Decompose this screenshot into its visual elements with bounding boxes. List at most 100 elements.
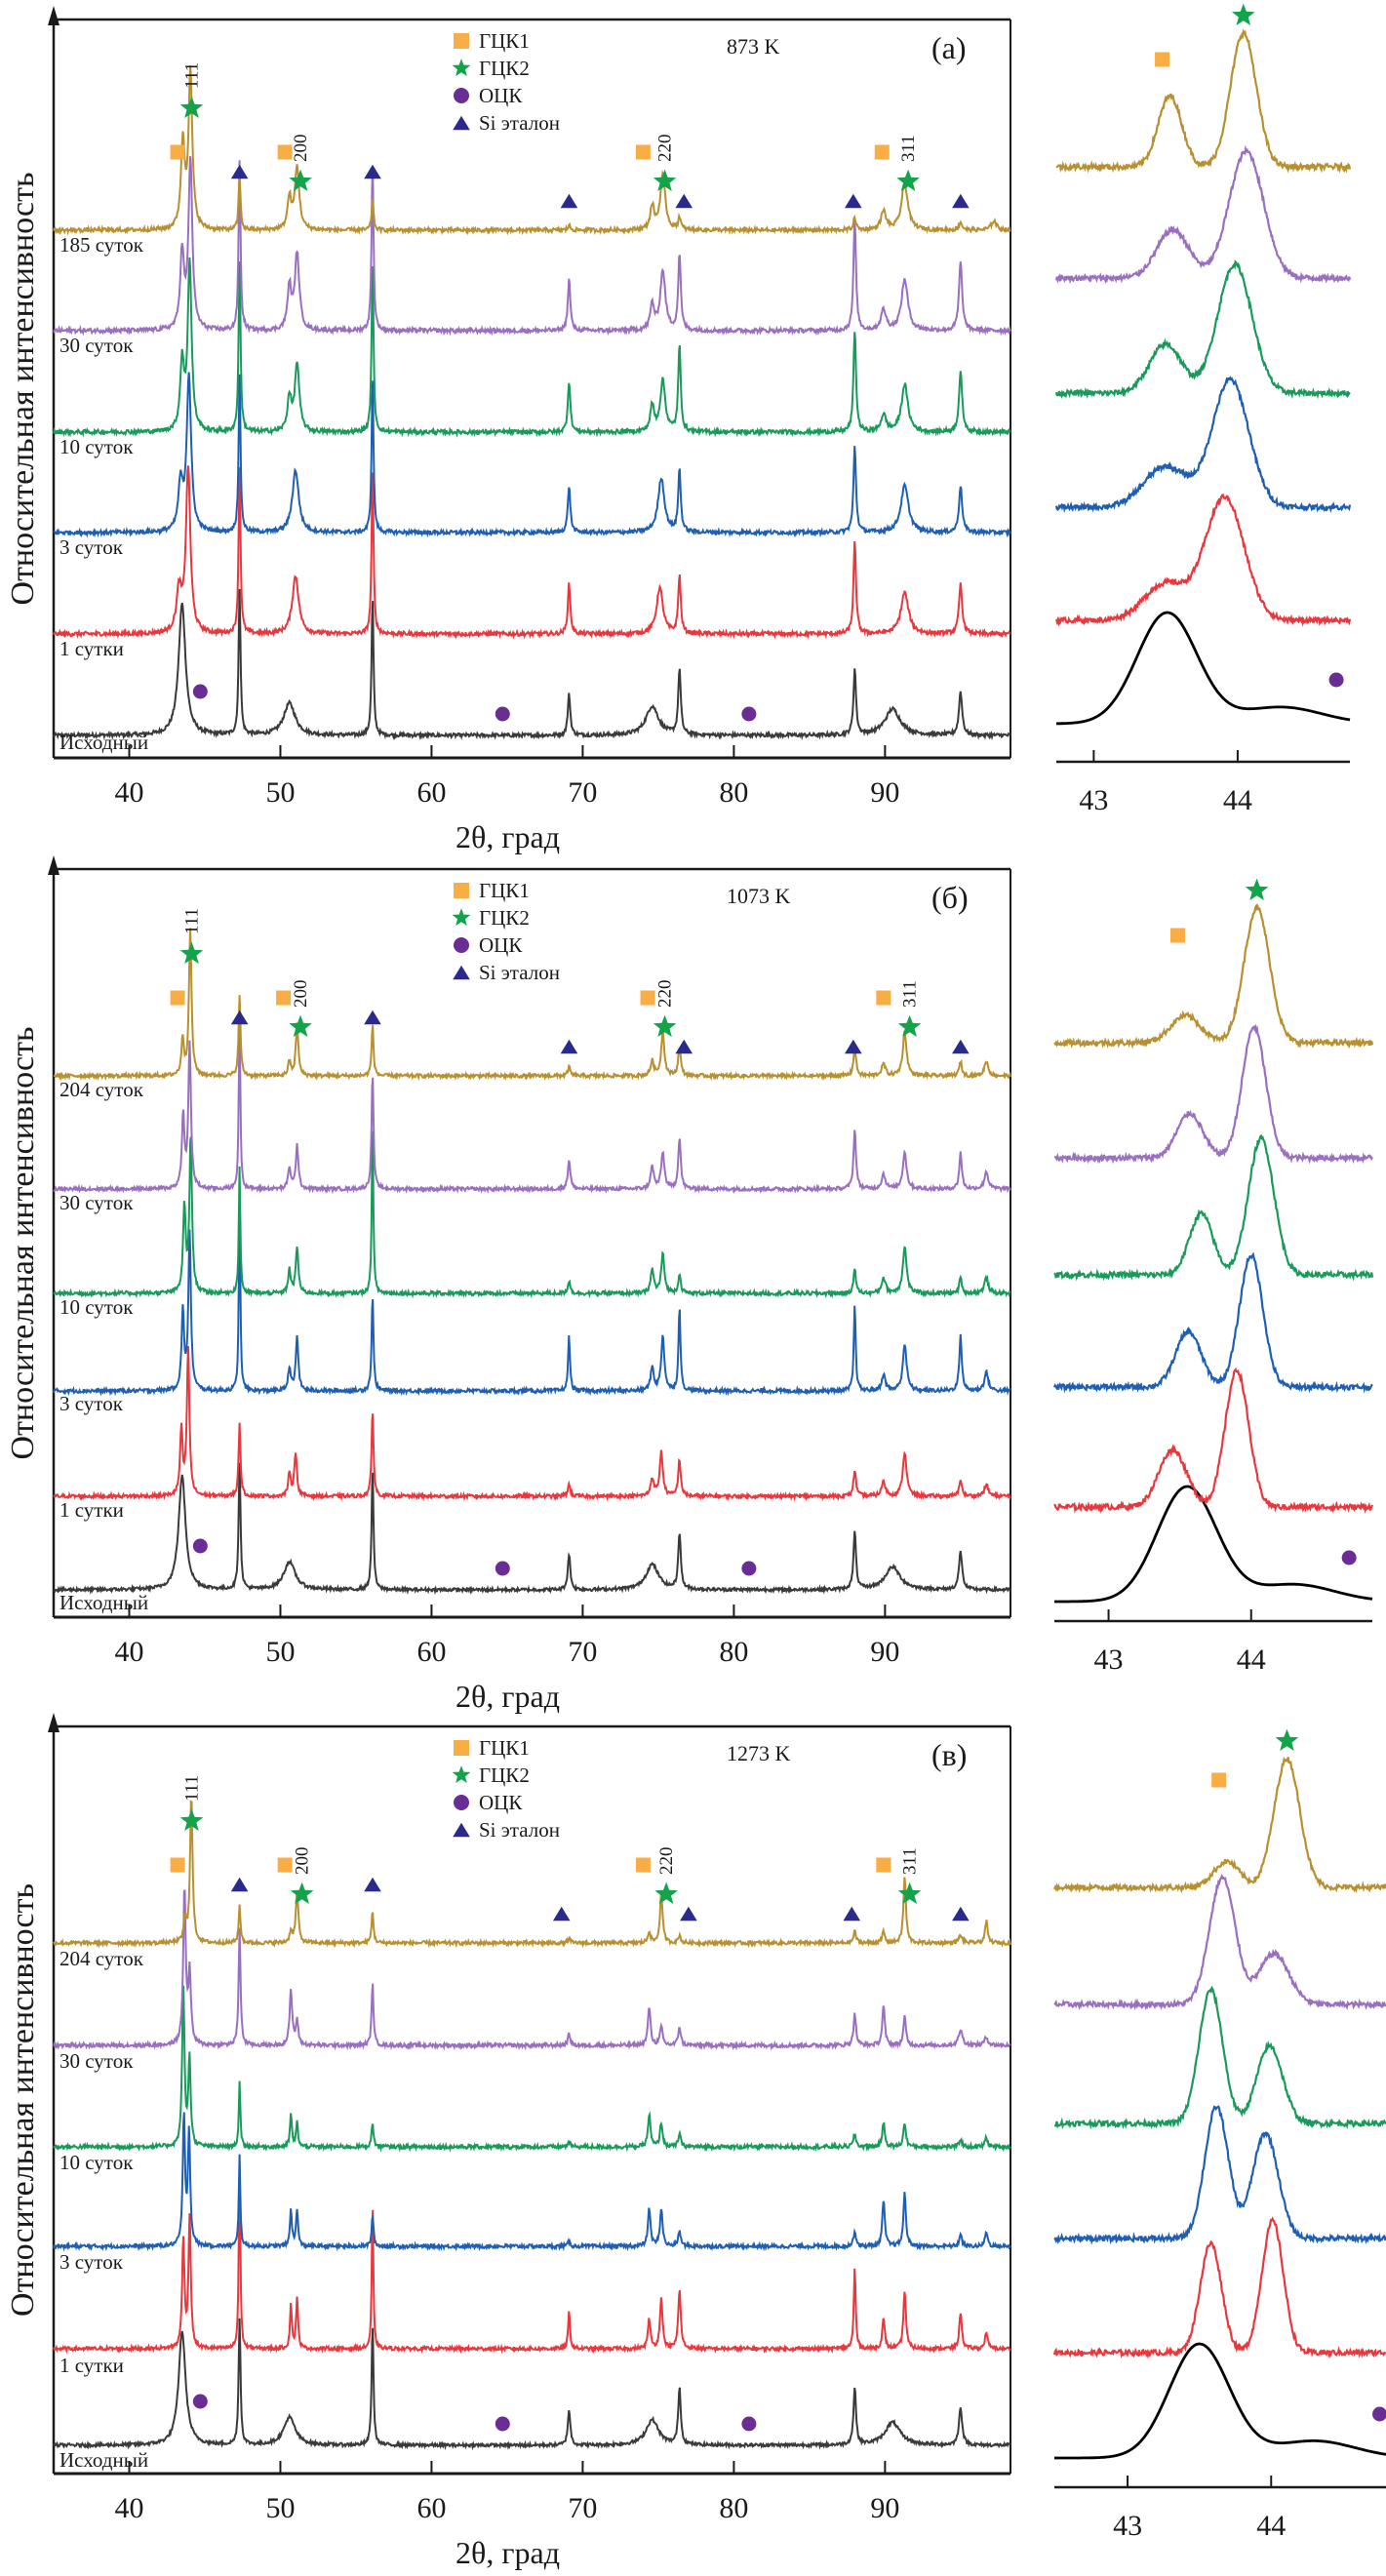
- fcc1-square-marker: [1211, 1772, 1227, 1788]
- inset-tick-label: 43: [1113, 2510, 1142, 2542]
- trace-3: [53, 1985, 1011, 2153]
- x-tick-label: 90: [870, 1636, 899, 1668]
- trace-0: [53, 588, 1010, 741]
- inset-trace-4: [1053, 1873, 1386, 2011]
- trace-label: 30 суток: [59, 334, 134, 357]
- hkl-label: 311: [898, 135, 919, 162]
- fcc1-square-marker: [876, 1857, 891, 1873]
- bcc-circle-marker: [741, 1561, 757, 1576]
- inset-3: 43 44: [1052, 1728, 1386, 2542]
- fcc2-star-marker: [290, 1882, 314, 1904]
- x-tick-label: 90: [870, 2492, 899, 2524]
- inset-tick-label: 43: [1079, 784, 1108, 816]
- trace-label: 1 сутки: [59, 1498, 124, 1522]
- legend-label-si: Si эталон: [479, 111, 560, 135]
- trace-label: Исходный: [59, 2448, 148, 2472]
- panel-letter: (в): [931, 1737, 967, 1772]
- bcc-circle-marker: [1372, 2406, 1386, 2422]
- fcc1-square-marker: [1155, 52, 1170, 67]
- si-triangle-marker: [364, 1877, 381, 1892]
- inset-tick-label: 44: [1223, 784, 1252, 816]
- x-tick-label: 50: [265, 2492, 295, 2524]
- si-triangle-marker: [453, 1822, 470, 1838]
- x-axis-title: 2θ, град: [455, 819, 560, 854]
- y-axis-title: Относительная интенсивность: [5, 173, 41, 606]
- fcc2-star-marker: [1245, 878, 1269, 900]
- bcc-circle-marker: [192, 684, 208, 699]
- si-triangle-marker: [952, 1039, 970, 1054]
- si-triangle-marker: [453, 965, 470, 980]
- bcc-circle-marker: [454, 1795, 469, 1810]
- x-tick-label: 70: [568, 1636, 597, 1668]
- bcc-circle-marker: [1341, 1550, 1357, 1565]
- x-tick-label: 40: [114, 2492, 143, 2524]
- si-triangle-marker: [364, 1010, 381, 1025]
- trace-label: 10 суток: [59, 1295, 134, 1319]
- temperature-label: 1073 K: [727, 884, 791, 908]
- x-tick-label: 40: [114, 1636, 143, 1668]
- x-tick-label: 60: [416, 2492, 446, 2524]
- legend-label-fcc1: ГЦК1: [479, 29, 530, 53]
- fcc2-star-marker: [452, 908, 471, 926]
- fcc2-star-marker: [1275, 1728, 1299, 1751]
- si-triangle-marker: [680, 1906, 697, 1922]
- panel-1: 40 50 60 70 80 90 2θ, град Относительная интенс…: [5, 3, 1352, 854]
- si-triangle-marker: [364, 164, 381, 179]
- x-tick-label: 70: [568, 776, 597, 809]
- inset-trace-3: [1054, 259, 1351, 400]
- x-tick-label: 50: [265, 776, 295, 809]
- fcc2-star-marker: [179, 941, 204, 964]
- hkl-label: 311: [900, 1847, 921, 1875]
- bcc-circle-marker: [741, 706, 757, 722]
- inset-trace-2: [1053, 2105, 1386, 2245]
- fcc1-square-marker: [277, 1857, 293, 1873]
- fcc2-star-marker: [654, 1882, 678, 1904]
- x-tick-label: 70: [568, 2492, 597, 2524]
- fcc2-star-marker: [289, 1014, 312, 1037]
- legend-label-bcc: ОЦК: [479, 933, 523, 957]
- si-triangle-marker: [552, 1906, 571, 1922]
- trace-5: [54, 928, 1011, 1082]
- fcc1-square-marker: [170, 1857, 185, 1873]
- trace-label: 30 суток: [59, 1191, 134, 1214]
- x-tick-label: 80: [719, 1636, 748, 1668]
- hkl-label: 311: [900, 980, 921, 1008]
- hkl-label: 200: [293, 1847, 313, 1876]
- y-axis-arrow-icon: [48, 855, 59, 875]
- trace-label: 1 сутки: [59, 637, 124, 660]
- fcc2-star-marker: [179, 1808, 204, 1831]
- y-axis-arrow-icon: [48, 6, 59, 25]
- legend-label-si: Si эталон: [479, 1818, 560, 1842]
- inset-tick-label: 44: [1237, 1644, 1266, 1676]
- trace-label: Исходный: [59, 1591, 148, 1614]
- trace-1: [53, 465, 1011, 640]
- inset-trace-2: [1052, 1251, 1373, 1394]
- trace-3: [53, 257, 1011, 438]
- legend-label-bcc: ОЦК: [479, 1791, 523, 1814]
- fcc2-star-marker: [897, 1014, 922, 1037]
- inset-trace-0: [1054, 1485, 1373, 1604]
- fcc2-star-marker: [897, 1882, 922, 1904]
- bcc-circle-marker: [495, 706, 510, 722]
- hkl-label: 111: [181, 1775, 202, 1802]
- trace-5: [53, 65, 1011, 236]
- inset-trace-0: [1054, 2342, 1386, 2460]
- inset-trace-3: [1053, 1133, 1374, 1282]
- x-tick-label: 80: [719, 776, 748, 809]
- x-tick-label: 80: [719, 2492, 748, 2524]
- inset-trace-0: [1056, 611, 1351, 726]
- hkl-label: 200: [291, 135, 311, 163]
- legend-label-fcc1: ГЦК1: [479, 879, 530, 902]
- trace-label: 1 сутки: [59, 2354, 124, 2377]
- fcc1-square-marker: [1169, 928, 1185, 943]
- x-tick-label: 90: [870, 776, 899, 809]
- legend-label-fcc2: ГЦК2: [479, 57, 530, 80]
- hkl-label: 111: [181, 908, 202, 934]
- trace-2: [53, 1202, 1011, 1397]
- inset-tick-label: 44: [1256, 2510, 1286, 2542]
- fcc2-star-marker: [653, 1014, 677, 1037]
- fcc2-star-marker: [179, 96, 204, 118]
- fcc2-star-marker: [653, 169, 677, 191]
- inset-trace-3: [1054, 1985, 1386, 2130]
- legend-label-si: Si эталон: [479, 961, 560, 984]
